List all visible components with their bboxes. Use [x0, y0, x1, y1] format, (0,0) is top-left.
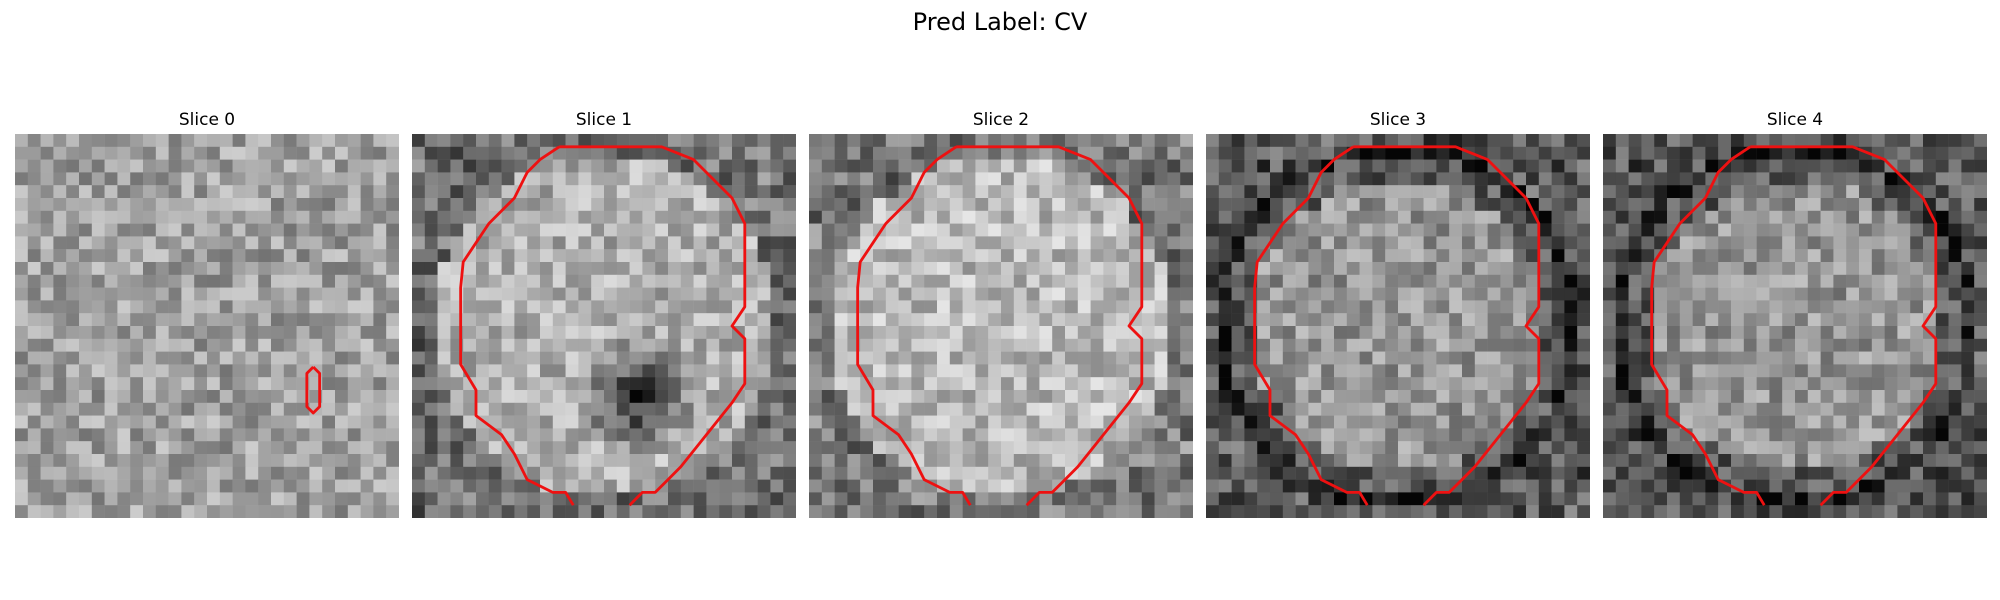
slice-image [1603, 134, 1987, 518]
slice-panel-3: Slice 3 [1206, 106, 1590, 518]
figure-title: Pred Label: CV [912, 8, 1088, 36]
segmentation-contour [856, 145, 972, 506]
segmentation-contour [956, 145, 1144, 507]
segmentation-contour [1750, 145, 1938, 507]
segmentation-contour [305, 365, 322, 415]
segmentation-contour [1353, 145, 1541, 507]
slice-title: Slice 1 [575, 110, 633, 130]
slice-panel-0: Slice 0 [15, 106, 399, 518]
slice-title: Slice 3 [1369, 110, 1427, 130]
segmentation-contour [559, 145, 747, 507]
slice-panel-1: Slice 1 [412, 106, 796, 518]
slice-panel-4: Slice 4 [1603, 106, 1987, 518]
slice-image [15, 134, 399, 518]
slice-title: Slice 0 [178, 110, 236, 130]
slice-image [809, 134, 1193, 518]
segmentation-contour [1253, 145, 1369, 506]
slice-title: Slice 2 [972, 110, 1030, 130]
segmentation-contour [1650, 145, 1766, 506]
slice-panel-2: Slice 2 [809, 106, 1193, 518]
slice-image [412, 134, 796, 518]
slice-image [1206, 134, 1590, 518]
segmentation-contour [459, 145, 575, 506]
slice-title: Slice 4 [1766, 110, 1824, 130]
